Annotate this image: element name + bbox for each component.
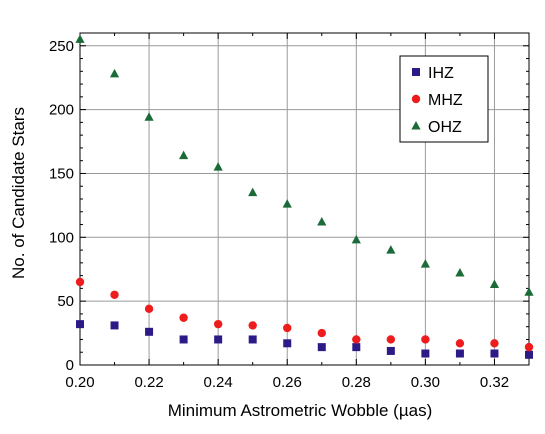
x-tick-label: 0.30 (411, 374, 440, 391)
legend-label-ihz: IHZ (428, 65, 454, 82)
x-tick-label: 0.26 (273, 374, 302, 391)
data-point-ohz (282, 199, 292, 208)
data-point-ihz (455, 349, 464, 358)
data-point-ihz (421, 349, 430, 358)
data-point-mhz (110, 290, 119, 299)
data-point-ihz (525, 350, 533, 359)
y-axis-label: No. of Candidate Stars (9, 107, 28, 279)
series-ihz (76, 320, 533, 359)
x-tick-label: 0.20 (65, 374, 94, 391)
y-tick-label: 200 (49, 102, 74, 119)
data-point-ihz (283, 339, 292, 348)
data-point-ihz (179, 335, 188, 344)
data-point-ohz (248, 187, 258, 197)
data-point-ihz (352, 343, 361, 352)
data-point-ihz (214, 335, 223, 344)
y-tick-label: 0 (66, 357, 74, 374)
data-point-mhz (75, 277, 85, 287)
data-point-ohz (489, 279, 500, 289)
data-point-mhz (283, 323, 292, 333)
data-point-ohz (144, 112, 154, 121)
data-point-mhz (490, 339, 499, 348)
y-tick-label: 150 (49, 165, 74, 182)
data-point-ihz (386, 346, 395, 355)
series-ohz (75, 34, 534, 296)
data-point-ohz (524, 287, 534, 296)
data-point-mhz (317, 328, 326, 338)
data-point-ihz (145, 327, 154, 336)
data-point-ihz (110, 321, 119, 330)
y-tick-label: 100 (49, 229, 74, 246)
data-point-ohz (75, 34, 85, 43)
data-point-mhz (352, 335, 361, 344)
legend-label-ohz: OHZ (428, 119, 462, 136)
data-point-mhz (144, 304, 154, 314)
data-point-mhz (179, 313, 188, 322)
data-point-ihz (248, 335, 257, 344)
data-point-ohz (386, 245, 396, 254)
legend-marker-ohz (411, 121, 421, 130)
data-point-ohz (213, 162, 223, 171)
legend-marker-ihz (412, 68, 420, 76)
data-point-ihz (490, 349, 499, 358)
data-point-mhz (455, 339, 465, 348)
data-point-ohz (455, 268, 465, 277)
data-point-mhz (386, 335, 396, 344)
y-tick-label: 250 (49, 38, 74, 55)
data-points (75, 34, 534, 359)
axis-ticks (79, 33, 529, 366)
data-point-ohz (351, 234, 361, 244)
data-point-mhz (248, 321, 257, 330)
x-axis-label: Minimum Astrometric Wobble (µas) (168, 401, 433, 420)
x-tick-label: 0.28 (342, 374, 371, 391)
x-tick-label: 0.22 (134, 374, 163, 391)
legend-marker-mhz (411, 94, 421, 104)
data-point-ohz (317, 216, 327, 226)
series-mhz (75, 277, 534, 352)
data-point-ihz (317, 343, 326, 352)
data-point-ohz (420, 259, 430, 268)
data-point-ohz (109, 68, 120, 78)
legend: IHZ MHZ OHZ (399, 55, 489, 143)
tick-labels: 0.20 0.22 0.24 0.26 0.28 0.30 0.32 0 50 100 150 200… (49, 38, 509, 391)
x-tick-label: 0.32 (480, 374, 509, 391)
data-point-ihz (76, 320, 84, 329)
data-point-mhz (421, 335, 430, 344)
y-tick-label: 50 (57, 293, 74, 310)
x-tick-label: 0.24 (204, 374, 233, 391)
data-point-mhz (213, 319, 223, 329)
data-point-ohz (179, 150, 189, 160)
data-point-mhz (524, 342, 534, 352)
legend-label-mhz: MHZ (428, 92, 463, 109)
